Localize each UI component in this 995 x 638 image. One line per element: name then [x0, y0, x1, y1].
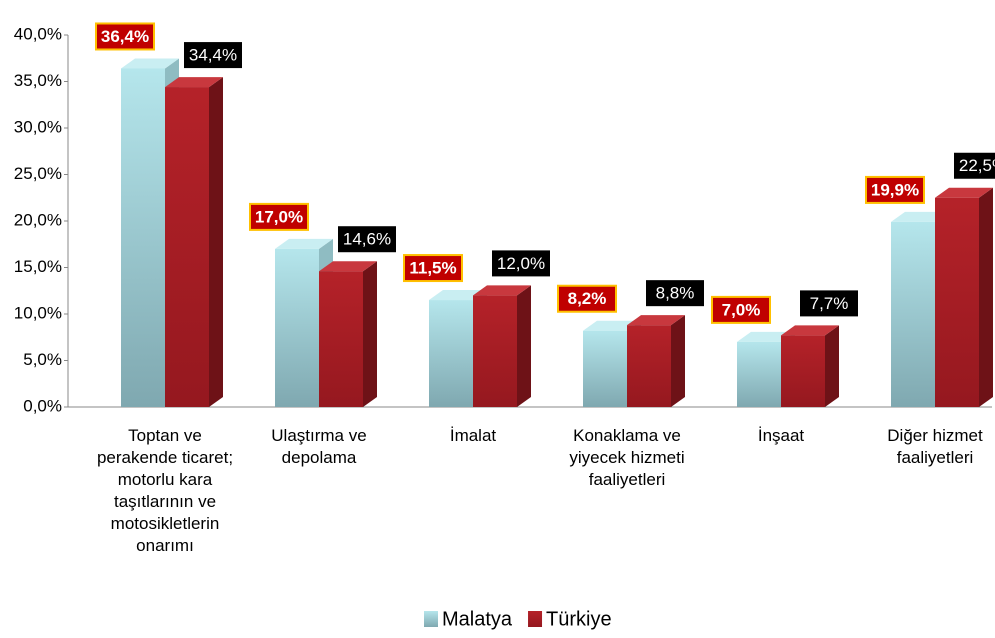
bar-top — [935, 187, 993, 198]
bar-top — [891, 211, 949, 222]
bar — [935, 187, 993, 407]
y-tick-label: 25,0% — [14, 164, 62, 183]
x-tick-label: İnşaat — [757, 426, 805, 445]
bar-top — [627, 315, 685, 326]
bar-side — [209, 77, 223, 407]
value-label-box — [184, 42, 242, 69]
bar-front — [275, 248, 319, 407]
bar-side — [825, 325, 839, 407]
legend-swatch — [528, 611, 543, 627]
bar-front — [781, 335, 825, 407]
y-tick-label: 35,0% — [14, 71, 62, 90]
legend-swatch — [424, 611, 438, 627]
bar — [319, 261, 377, 407]
bar-front — [935, 197, 979, 407]
y-tick-label: 30,0% — [14, 117, 62, 136]
value-label: 34,4% — [189, 46, 237, 65]
x-tick-label: Diğer hizmet faaliyetleri — [887, 426, 983, 467]
bar-top — [121, 58, 179, 69]
value-label: 7,7% — [810, 294, 849, 313]
bar-front — [319, 271, 363, 407]
value-label-box — [954, 152, 995, 179]
bar-side — [979, 187, 993, 407]
value-label: 7,0% — [722, 300, 761, 319]
value-label: 14,6% — [343, 230, 391, 249]
bar-front — [583, 330, 627, 407]
x-tick-label: Ulaştırma ve depolama — [271, 426, 367, 467]
x-tick-label: Toptan ve perakende ticaret; motorlu kar… — [96, 426, 234, 555]
value-label: 22,5% — [959, 156, 995, 175]
value-label-box — [249, 202, 309, 231]
bar-front — [429, 300, 473, 407]
bar-top — [737, 331, 795, 342]
y-tick-label: 15,0% — [14, 257, 62, 276]
value-label-box — [338, 226, 396, 253]
bar-top — [429, 290, 487, 301]
x-tick-label: İmalat — [449, 426, 497, 445]
value-label-box — [646, 280, 704, 307]
bar-top — [781, 325, 839, 336]
y-tick-label: 20,0% — [14, 210, 62, 229]
bar — [473, 285, 531, 407]
bar — [781, 325, 839, 407]
value-label: 11,5% — [409, 259, 456, 278]
y-tick-label: 0,0% — [23, 396, 62, 415]
bar-top — [583, 320, 641, 331]
bar-front — [473, 295, 517, 407]
bar-top — [319, 261, 377, 272]
bar-top — [165, 77, 223, 88]
legend-label: Malatya — [442, 608, 513, 630]
value-label-box — [865, 175, 925, 204]
bar-front — [627, 325, 671, 407]
value-label-box — [403, 254, 463, 283]
value-label-box — [557, 284, 617, 313]
value-label: 8,2% — [568, 289, 607, 308]
bar — [627, 315, 685, 407]
bar-top — [473, 285, 531, 296]
bar-side — [363, 261, 377, 407]
value-label: 19,9% — [871, 180, 919, 199]
bar-top — [275, 238, 333, 249]
bar-front — [891, 221, 935, 407]
y-tick-label: 10,0% — [14, 303, 62, 322]
y-tick-label: 5,0% — [23, 350, 62, 369]
value-label: 8,8% — [656, 284, 695, 303]
value-label-box — [492, 250, 550, 277]
bar — [165, 77, 223, 407]
y-tick-label: 40,0% — [14, 24, 62, 43]
bar-front — [121, 68, 165, 407]
value-label: 17,0% — [255, 207, 303, 226]
bar-front — [165, 87, 209, 407]
value-label: 36,4% — [101, 27, 149, 46]
value-label-box — [800, 290, 858, 317]
value-label: 12,0% — [497, 254, 545, 273]
value-label-box — [711, 295, 771, 324]
bar-front — [737, 341, 781, 407]
legend-label: Türkiye — [546, 608, 612, 630]
value-label-box — [95, 22, 155, 51]
bar-side — [671, 315, 685, 407]
bar-side — [517, 285, 531, 407]
x-tick-label: Konaklama ve yiyecek hizmeti faaliyetler… — [569, 426, 685, 489]
